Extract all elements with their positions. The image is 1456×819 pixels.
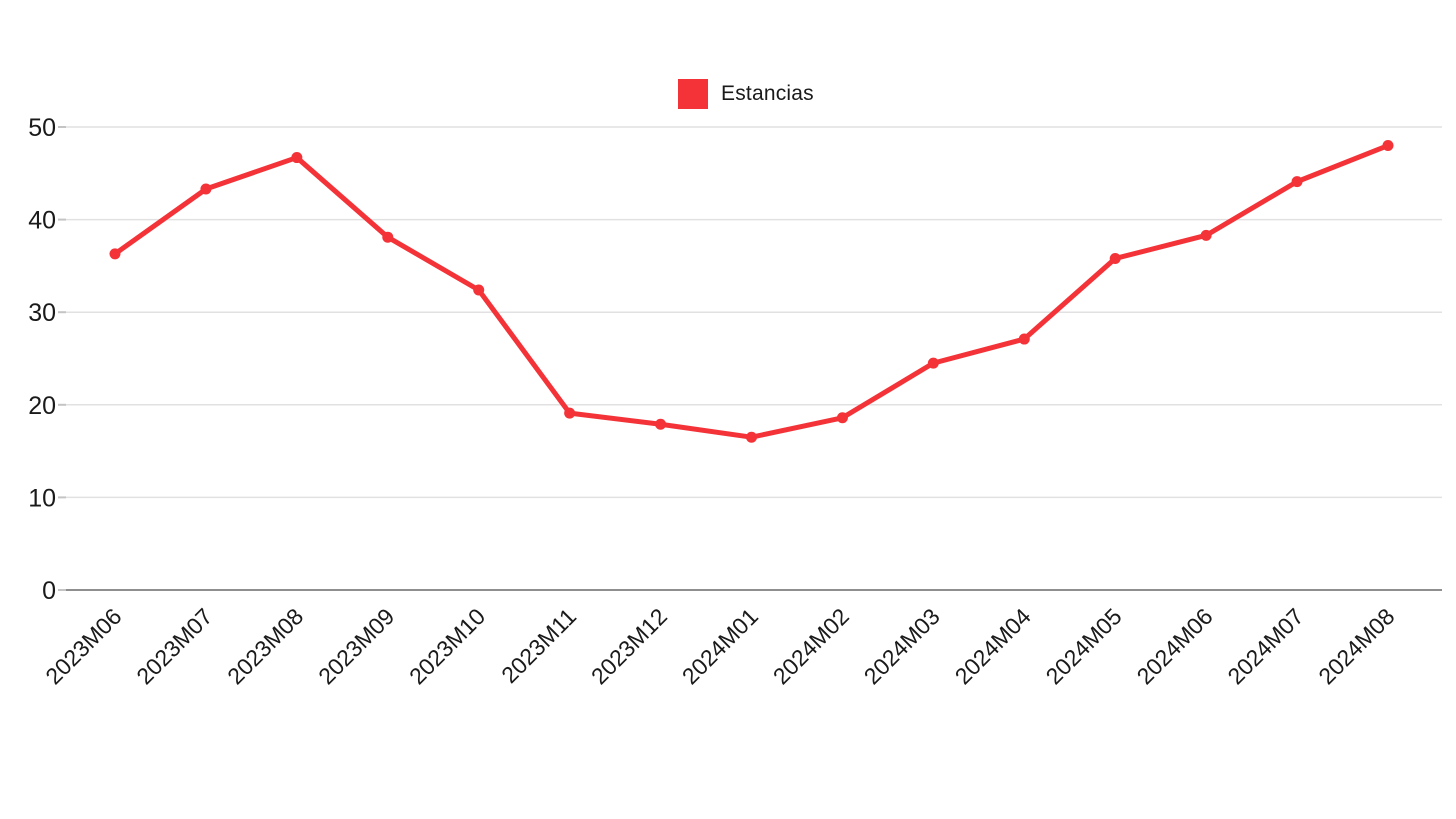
data-point[interactable] (200, 183, 212, 195)
x-axis-label: 2023M09 (313, 603, 399, 689)
data-point[interactable] (1109, 252, 1121, 264)
x-axis-label: 2023M12 (586, 603, 672, 689)
data-point[interactable] (564, 407, 576, 419)
data-point[interactable] (291, 152, 303, 164)
data-point[interactable] (746, 431, 757, 443)
x-axis-label: 2024M08 (1313, 603, 1399, 689)
data-point[interactable] (382, 231, 394, 243)
y-axis-label: 0 (42, 577, 56, 605)
x-axis-label: 2024M03 (859, 603, 945, 689)
y-axis-label: 10 (28, 484, 56, 512)
data-point[interactable] (1291, 176, 1303, 188)
x-axis-label: 2024M05 (1041, 603, 1127, 689)
x-axis-label: 2023M08 (222, 603, 308, 689)
data-point[interactable] (1200, 229, 1212, 241)
x-axis-label: 2024M01 (677, 603, 763, 689)
legend[interactable]: Estancias (678, 78, 814, 109)
data-point[interactable] (1018, 333, 1030, 345)
x-axis-label: 2023M11 (496, 603, 581, 688)
x-axis-label: 2024M02 (768, 603, 854, 689)
series-line-estancias (112, 143, 1391, 440)
legend-swatch-estancias (678, 78, 708, 109)
x-axis-label: 2024M06 (1131, 603, 1217, 689)
x-axis-label: 2024M07 (1222, 603, 1308, 689)
data-point[interactable] (109, 248, 121, 260)
y-axis-label: 30 (28, 299, 56, 327)
data-point[interactable] (1382, 140, 1394, 152)
y-axis-label: 20 (28, 392, 56, 420)
x-axis-label: 2023M10 (404, 603, 490, 689)
data-point[interactable] (473, 284, 485, 296)
y-axis-label: 40 (28, 207, 56, 235)
legend-label-estancias: Estancias (721, 81, 814, 105)
y-axis-label: 50 (28, 114, 56, 142)
data-point[interactable] (655, 418, 667, 430)
x-axis-label: 2024M04 (950, 603, 1036, 689)
x-axis-label: 2023M07 (131, 603, 217, 689)
data-point[interactable] (927, 357, 939, 369)
x-axis-label: 2023M06 (40, 603, 126, 689)
data-point[interactable] (836, 412, 848, 424)
